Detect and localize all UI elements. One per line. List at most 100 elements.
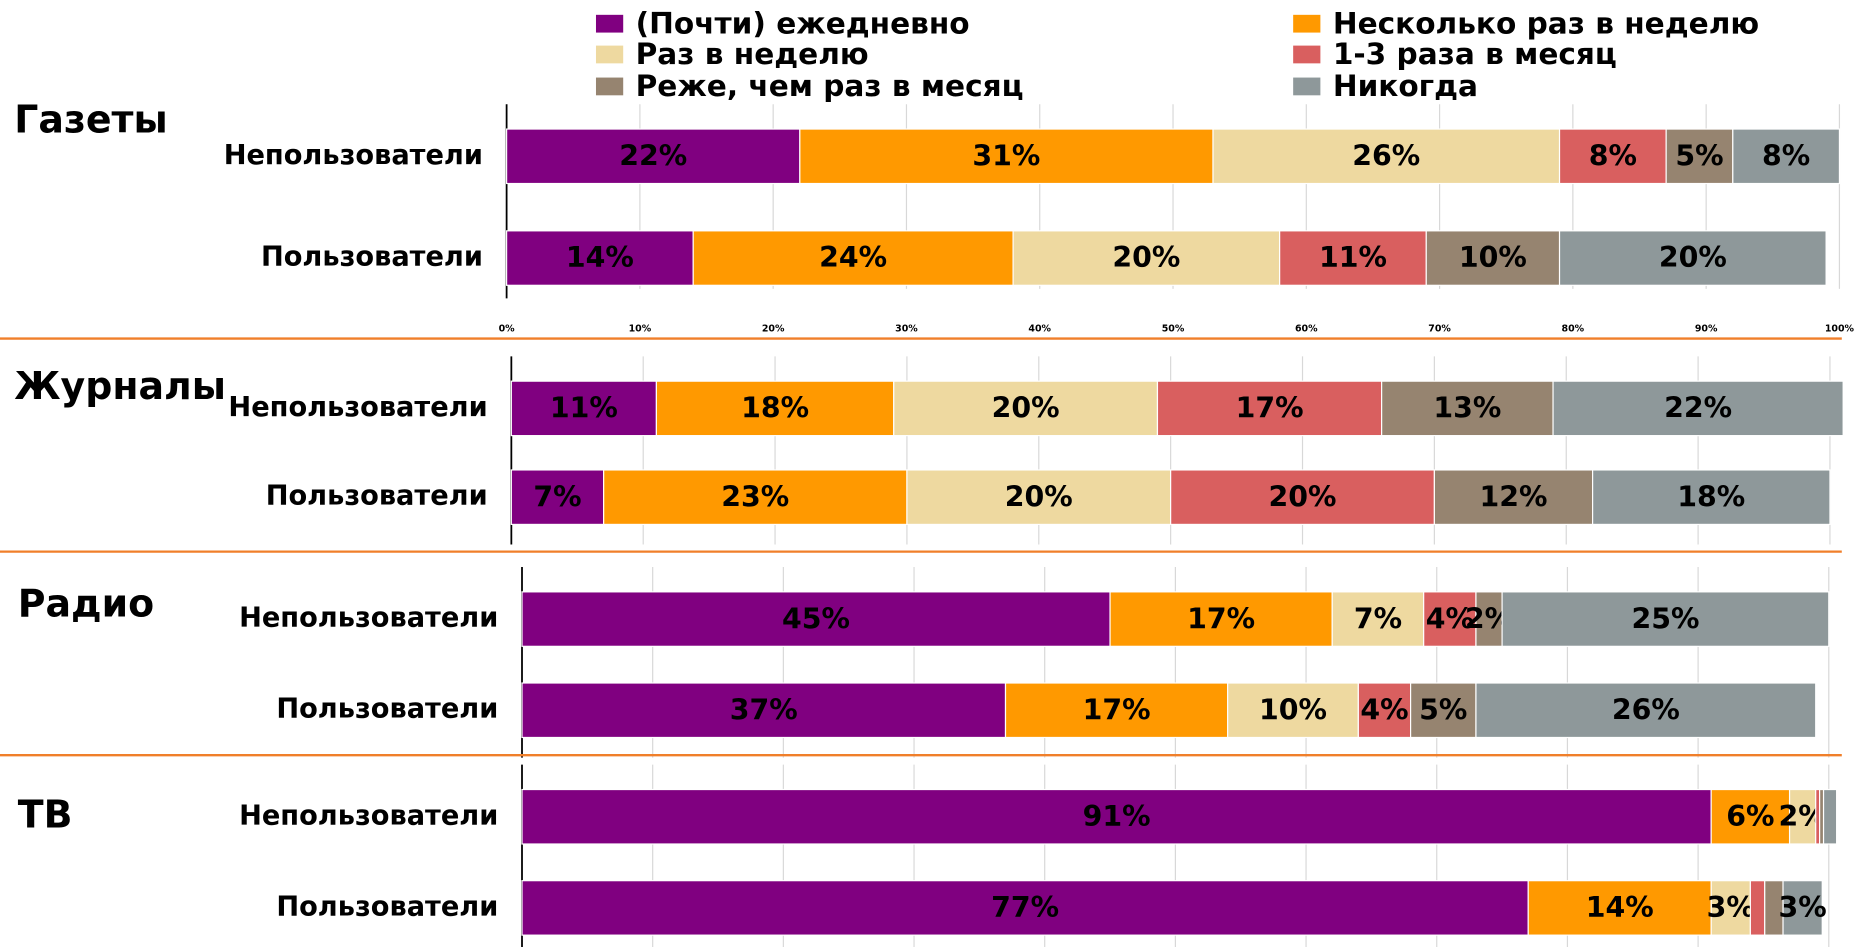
x-tick-label: 80%: [1562, 324, 1585, 335]
data-label: 6%: [1726, 800, 1774, 833]
data-label: 4%: [1426, 602, 1474, 635]
data-label: 10%: [1259, 693, 1327, 726]
legend-label: (Почти) ежедневно: [636, 6, 970, 40]
bar-segment: [506, 230, 694, 286]
legend-swatch: [594, 44, 625, 65]
x-tick-label: 40%: [1028, 324, 1051, 335]
data-label: 8%: [1762, 139, 1810, 172]
bar-segment: [1357, 682, 1412, 739]
data-label: 20%: [1269, 480, 1337, 513]
bar-segment: [1710, 788, 1791, 845]
data-label: 5%: [1675, 139, 1723, 172]
y-tick-label: Непользователи: [239, 800, 498, 831]
legend-label: Раз в неделю: [636, 37, 869, 71]
bar-segment: [1331, 591, 1425, 647]
bar-segment: [1552, 380, 1844, 437]
data-label: 23%: [721, 480, 789, 513]
y-tick-label: Пользователи: [261, 242, 483, 273]
data-label: 18%: [1677, 480, 1745, 513]
bar-segment: [521, 880, 1529, 936]
bar-segment: [1558, 230, 1827, 286]
bar-segment: [510, 469, 605, 525]
data-label: 5%: [1419, 693, 1467, 726]
x-tick-label: 20%: [762, 324, 785, 335]
y-tick-label: Пользователи: [266, 481, 488, 512]
x-tick-label: 90%: [1695, 324, 1718, 335]
x-tick-label: 0%: [499, 324, 516, 335]
legend-swatch: [1291, 13, 1322, 34]
bar-segment: [1012, 230, 1281, 286]
bar-segment: [1433, 469, 1594, 525]
bar-segment: [1004, 682, 1229, 739]
data-label: 13%: [1433, 392, 1501, 425]
data-label: 12%: [1480, 480, 1548, 513]
data-label: 91%: [1083, 800, 1151, 833]
legend-label: Несколько раз в неделю: [1333, 6, 1759, 40]
bar-segment: [1410, 682, 1477, 739]
bar-segment: [1665, 128, 1734, 185]
bar-segment: [1592, 469, 1831, 525]
legend-label: Никогда: [1333, 69, 1478, 103]
bar-segment: [799, 128, 1214, 185]
data-label: 20%: [1659, 241, 1727, 274]
legend-swatch: [594, 76, 625, 97]
bar-segment: [1501, 591, 1830, 647]
bar-segment: [1425, 230, 1561, 286]
bar-segment: [1212, 128, 1561, 185]
legend-swatch: [1291, 76, 1322, 97]
legend-label: Реже, чем раз в месяц: [636, 69, 1024, 103]
bar-segment: [603, 469, 908, 525]
data-label: 31%: [972, 139, 1040, 172]
data-label: 20%: [992, 392, 1060, 425]
bar-segment: [1558, 128, 1667, 185]
bar-segment: [893, 380, 1159, 437]
data-label: 3%: [1707, 891, 1755, 924]
panel-title: Радио: [18, 582, 154, 626]
y-tick-label: Непользователи: [239, 603, 498, 634]
bar-segment: [1381, 380, 1554, 437]
data-label: 45%: [782, 602, 850, 635]
y-tick-label: Пользователи: [276, 891, 498, 922]
x-tick-label: 10%: [629, 324, 652, 335]
data-label: 26%: [1612, 693, 1680, 726]
legend-swatch: [1291, 44, 1322, 65]
data-label: 14%: [1586, 891, 1654, 924]
bar-segment: [506, 128, 801, 185]
data-label: 17%: [1083, 693, 1151, 726]
bar-segment: [510, 380, 657, 437]
y-tick-label: Непользователи: [228, 392, 487, 423]
x-tick-label: 30%: [895, 324, 918, 335]
bar-segment: [1279, 230, 1427, 286]
data-label: 22%: [1664, 392, 1732, 425]
bar-segment: [1109, 591, 1333, 647]
bar-segment: [521, 788, 1712, 845]
data-label: 7%: [533, 480, 581, 513]
bar-segment: [1732, 128, 1841, 185]
data-label: 77%: [991, 891, 1059, 924]
bar-segment: [1822, 788, 1838, 845]
bar-segment: [1527, 880, 1712, 936]
panel-title: Газеты: [14, 97, 168, 141]
data-label: 3%: [1779, 891, 1827, 924]
data-label: 26%: [1352, 139, 1420, 172]
data-label: 11%: [550, 392, 618, 425]
y-tick-label: Непользователи: [224, 140, 483, 171]
x-tick-label: 50%: [1162, 324, 1185, 335]
data-label: 25%: [1631, 602, 1699, 635]
bar-segment: [906, 469, 1172, 525]
data-label: 20%: [1005, 480, 1073, 513]
data-label: 11%: [1319, 241, 1387, 274]
data-label: 10%: [1459, 241, 1527, 274]
bar-segment: [1782, 880, 1823, 936]
data-label: 22%: [619, 139, 687, 172]
y-tick-label: Пользователи: [276, 694, 498, 725]
bar-segment: [1710, 880, 1751, 936]
data-label: 37%: [730, 693, 798, 726]
x-tick-label: 60%: [1295, 324, 1318, 335]
bar-segment: [1749, 880, 1766, 936]
bar-segment: [1227, 682, 1359, 739]
data-label: 18%: [741, 392, 809, 425]
bar-segment: [655, 380, 895, 437]
data-label: 20%: [1112, 241, 1180, 274]
data-label: 4%: [1360, 693, 1408, 726]
